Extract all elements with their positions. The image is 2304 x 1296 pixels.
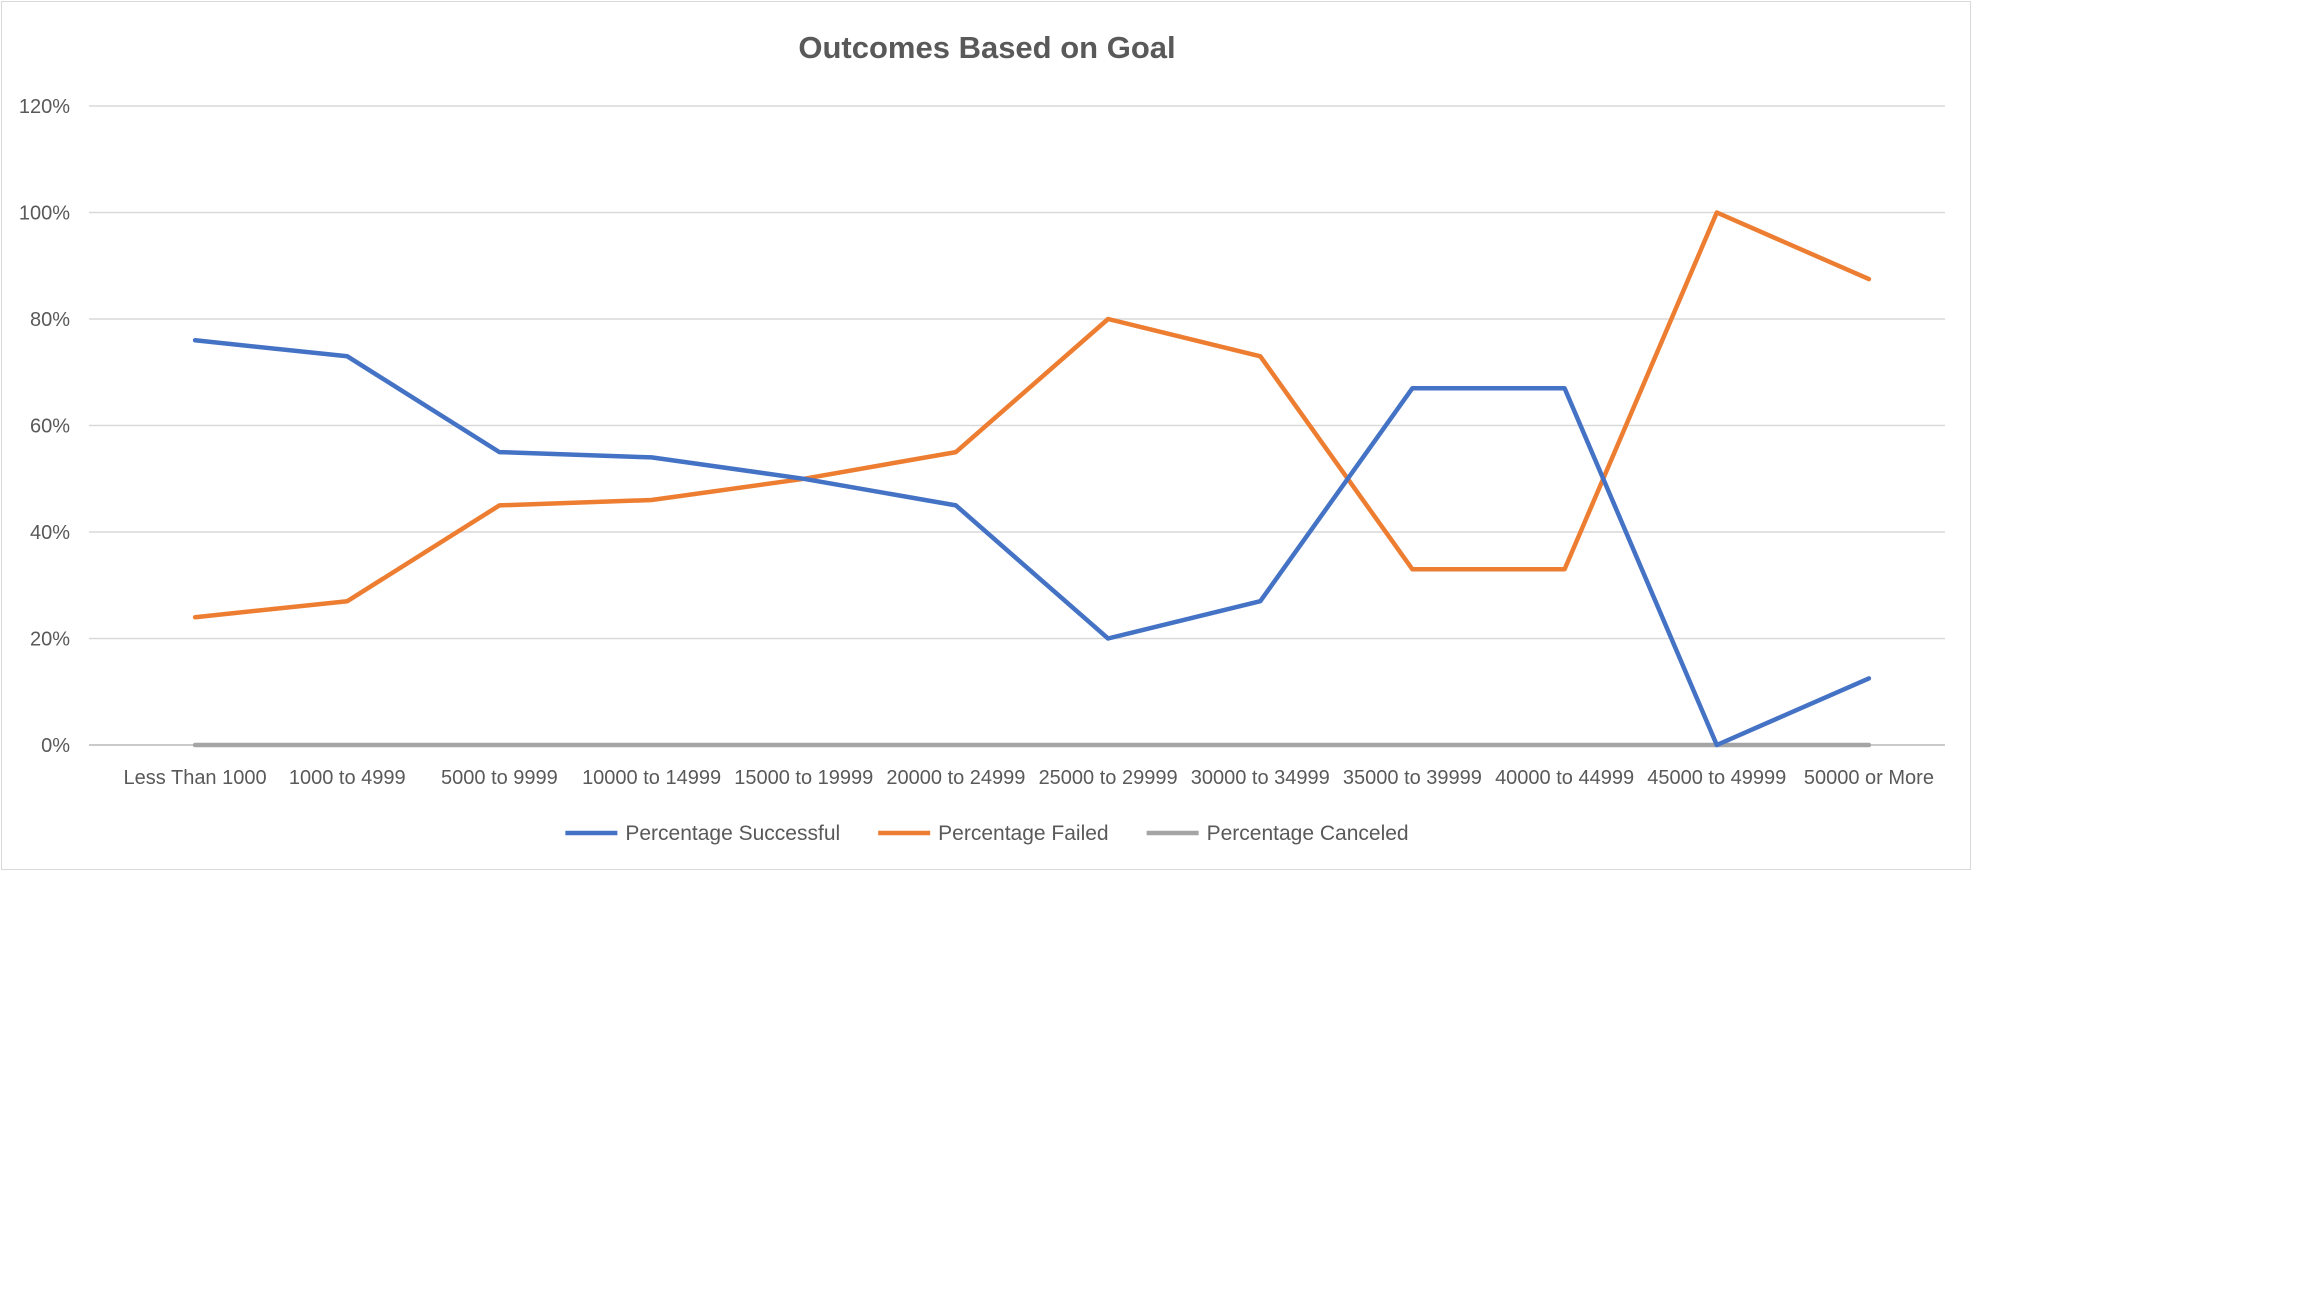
y-tick-label: 100% — [19, 203, 70, 225]
x-tick-label: 45000 to 49999 — [1647, 767, 1786, 789]
y-tick-label: 80% — [30, 309, 70, 331]
x-tick-label: 35000 to 39999 — [1343, 767, 1482, 789]
y-tick-label: 60% — [30, 416, 70, 438]
series-line — [192, 338, 1872, 748]
chart-area: Outcomes Based on Goal 0% 20% 40% 60% 80% 100… — [1, 1, 1971, 870]
legend-label: Percentage Canceled — [1207, 822, 1409, 845]
chart-title: Outcomes Based on Goal — [798, 30, 1175, 65]
series-line — [192, 210, 1872, 620]
x-tick-label: 1000 to 4999 — [289, 767, 406, 789]
y-tick-label: 40% — [30, 522, 70, 544]
line-chart: Outcomes Based on Goal 0% 20% 40% 60% 80% 100… — [19, 30, 1945, 845]
x-tick-label: 20000 to 24999 — [886, 767, 1025, 789]
x-tick-label: 15000 to 19999 — [734, 767, 873, 789]
x-tick-label: 25000 to 29999 — [1039, 767, 1178, 789]
gridlines — [89, 105, 1945, 746]
x-tick-label: 10000 to 14999 — [582, 767, 721, 789]
legend-label: Percentage Failed — [938, 822, 1108, 845]
series-lines — [192, 210, 1872, 748]
y-tick-label: 120% — [19, 96, 70, 118]
y-tick-label: 20% — [30, 629, 70, 651]
x-axis: Less Than 1000 1000 to 4999 5000 to 9999 10… — [89, 744, 1945, 789]
x-tick-label: 40000 to 44999 — [1495, 767, 1634, 789]
x-tick-label: 30000 to 34999 — [1191, 767, 1330, 789]
x-tick-label: 50000 or More — [1804, 767, 1934, 789]
x-tick-label: 5000 to 9999 — [441, 767, 558, 789]
y-axis: 0% 20% 40% 60% 80% 100% 120% — [19, 96, 70, 757]
y-tick-label: 0% — [41, 735, 70, 757]
legend: Percentage Successful Percentage Failed Pe… — [565, 822, 1409, 845]
legend-label: Percentage Successful — [625, 822, 840, 845]
x-tick-label: Less Than 1000 — [124, 767, 267, 789]
